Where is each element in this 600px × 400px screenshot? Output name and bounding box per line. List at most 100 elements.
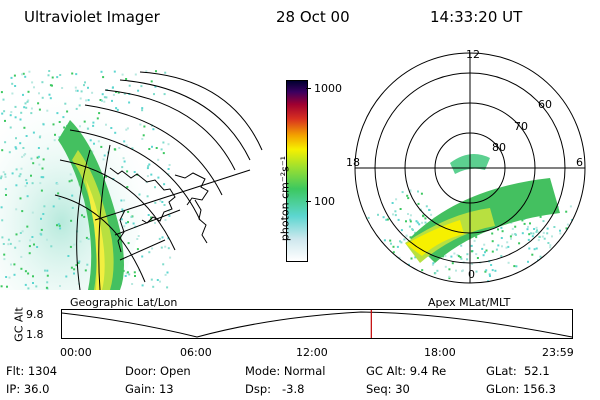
polar-panel-label: Apex MLat/MLT [428, 296, 511, 309]
speckle [23, 126, 26, 129]
polar-speckle [409, 220, 412, 223]
speckle [164, 245, 167, 248]
polar-speckle [500, 237, 503, 239]
speckle [123, 140, 126, 143]
speckle [83, 120, 86, 123]
speckle [87, 99, 90, 102]
polar-speckle [396, 245, 399, 248]
colorbar-tick-100 [306, 201, 311, 202]
speckle [30, 107, 33, 110]
speckle [166, 286, 169, 289]
polar-speckle [481, 247, 484, 250]
speckle [56, 183, 59, 185]
speckle [136, 248, 139, 251]
speckle [80, 90, 83, 93]
polar-speckle [535, 230, 538, 233]
polar-speckle [489, 275, 491, 277]
colorbar-units: photon cm⁻²s⁻¹ [278, 155, 292, 242]
speckle [91, 150, 94, 153]
polar-speckle [414, 231, 417, 234]
polar-speckle [455, 269, 457, 272]
speckle [69, 173, 72, 176]
speckle [39, 232, 42, 235]
speckle [58, 197, 61, 200]
speckle [53, 139, 56, 142]
speckle [147, 214, 150, 216]
speckle [110, 127, 113, 129]
speckle [32, 131, 35, 134]
speckle [28, 252, 31, 255]
speckle [37, 102, 40, 105]
speckle [137, 235, 140, 237]
speckle [91, 91, 94, 94]
speckle [46, 109, 49, 112]
speckle [45, 286, 48, 289]
speckle [59, 74, 62, 76]
polar-speckle [466, 258, 469, 261]
polar-speckle [523, 222, 526, 225]
speckle [126, 170, 129, 173]
speckle [15, 147, 18, 150]
speckle [2, 243, 5, 245]
polar-speckle [444, 254, 447, 257]
speckle [141, 109, 144, 112]
polar-speckle [566, 223, 569, 226]
speckle [18, 240, 21, 243]
info-gc-alt: GC Alt: 9.4 Re [366, 364, 447, 378]
speckle [25, 106, 28, 109]
polar-speckle [459, 256, 462, 259]
polar-speckle [391, 202, 394, 204]
speckle [162, 141, 165, 144]
polar-speckle [553, 226, 556, 228]
speckle [78, 104, 81, 107]
speckle [28, 245, 31, 248]
polar-plot [354, 52, 586, 284]
speckle [148, 251, 151, 254]
speckle [154, 201, 157, 204]
speckle [20, 267, 23, 270]
speckle [136, 238, 139, 240]
polar-speckle [453, 252, 456, 255]
speckle [151, 145, 153, 148]
speckle [58, 121, 61, 123]
speckle [48, 70, 51, 72]
polar-speckle [424, 221, 427, 224]
polar-speckle [392, 213, 394, 216]
speckle [3, 110, 6, 113]
polar-speckle [403, 238, 406, 241]
info-mode: Mode: Normal [245, 364, 326, 378]
speckle [58, 136, 61, 139]
polar-speckle [565, 227, 568, 230]
speckle [27, 272, 30, 275]
polar-speckle [510, 221, 513, 224]
speckle [0, 177, 2, 180]
speckle [146, 167, 149, 170]
speckle [105, 123, 107, 126]
polar-speckle [399, 208, 402, 210]
speckle [96, 117, 99, 120]
speckle [130, 215, 133, 218]
polar-speckle [390, 242, 392, 245]
speckle [4, 188, 7, 191]
speckle [167, 143, 170, 146]
speckle [126, 186, 129, 188]
speckle [71, 194, 74, 197]
speckle [46, 274, 49, 277]
mlt-label-18: 18 [346, 156, 360, 169]
speckle [146, 195, 149, 198]
speckle [52, 205, 55, 208]
speckle [18, 175, 21, 178]
speckle [26, 182, 28, 185]
speckle [123, 92, 126, 95]
speckle [164, 273, 167, 276]
speckle [134, 73, 137, 76]
speckle [83, 84, 85, 87]
speckle [35, 285, 38, 288]
speckle [8, 276, 11, 279]
speckle [92, 121, 95, 124]
polar-speckle [451, 262, 454, 265]
speckle [121, 210, 124, 213]
speckle [69, 245, 72, 248]
speckle [26, 100, 29, 103]
speckle [56, 76, 59, 79]
